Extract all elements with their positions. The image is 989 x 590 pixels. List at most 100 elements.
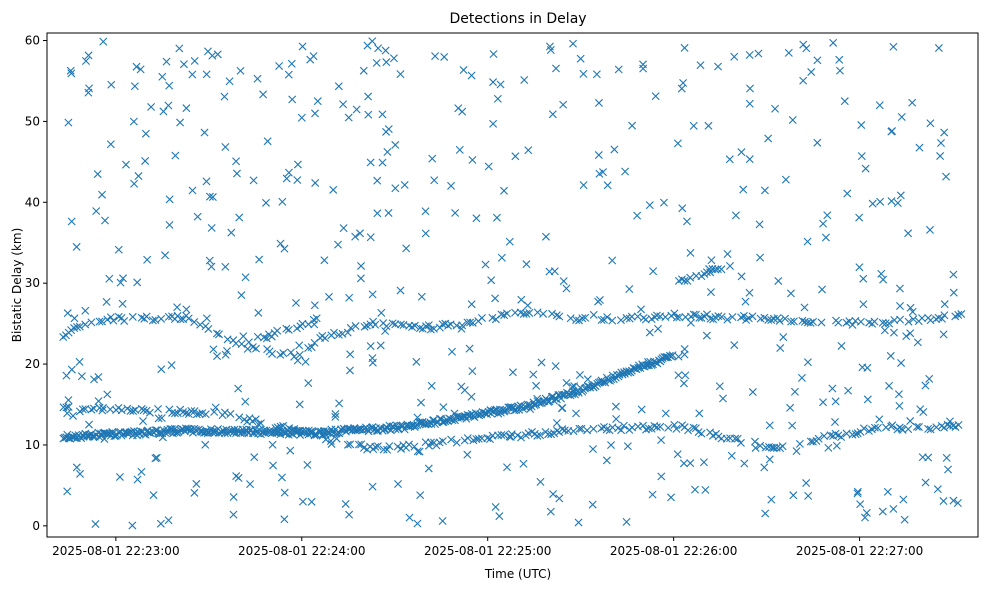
data-point <box>760 186 769 195</box>
data-point <box>171 151 180 160</box>
data-point <box>176 315 185 324</box>
data-point <box>376 341 385 350</box>
data-point <box>116 278 125 287</box>
data-point <box>908 98 917 107</box>
data-point <box>130 179 139 188</box>
data-point <box>404 440 413 449</box>
data-point <box>576 54 585 63</box>
data-point <box>594 98 603 107</box>
data-point <box>346 440 355 449</box>
data-point <box>402 244 411 253</box>
data-point <box>614 65 623 74</box>
data-point <box>829 38 838 47</box>
data-point <box>594 151 603 160</box>
data-point <box>119 274 127 283</box>
data-point <box>170 409 179 418</box>
data-point <box>76 469 85 478</box>
data-point <box>67 365 76 374</box>
data-point <box>779 333 788 342</box>
data-point <box>686 318 695 327</box>
data-point <box>894 390 903 399</box>
data-point <box>733 434 742 443</box>
data-point <box>115 472 124 481</box>
data-point <box>756 253 765 262</box>
data-point <box>926 425 935 434</box>
data-point <box>656 422 665 431</box>
data-point <box>343 328 352 337</box>
data-point <box>137 313 146 322</box>
data-point <box>372 58 381 67</box>
data-point <box>848 430 857 439</box>
data-point <box>343 440 352 449</box>
data-point <box>517 433 526 442</box>
data-point <box>99 37 108 46</box>
data-point <box>184 314 193 323</box>
data-point <box>897 358 906 367</box>
data-point <box>170 424 179 433</box>
data-point <box>182 104 191 113</box>
data-point <box>313 97 322 106</box>
data-point <box>921 478 930 487</box>
x-axis: 2025-08-01 22:23:00 2025-08-01 22:24:00 20… <box>52 537 923 558</box>
data-point <box>817 318 826 327</box>
data-point <box>312 314 321 323</box>
data-point <box>463 450 472 459</box>
data-point <box>209 345 218 354</box>
data-point <box>311 109 319 118</box>
data-point <box>837 433 846 441</box>
data-point <box>741 297 750 306</box>
data-point <box>944 465 953 474</box>
data-point <box>799 76 808 85</box>
data-point <box>114 403 123 412</box>
data-point <box>368 354 377 363</box>
x-tick-label: 2025-08-01 22:27:00 <box>796 544 923 558</box>
data-point <box>132 62 141 71</box>
data-point <box>740 459 749 468</box>
data-point <box>249 176 258 185</box>
data-point <box>106 313 115 322</box>
data-point <box>489 78 498 87</box>
x-tick-label: 2025-08-01 22:23:00 <box>52 544 179 558</box>
data-point <box>157 365 166 374</box>
data-point <box>828 384 837 393</box>
data-point <box>211 403 220 412</box>
data-point <box>495 405 504 414</box>
data-point <box>765 421 774 430</box>
data-point <box>644 357 652 366</box>
data-point <box>883 487 892 496</box>
data-point <box>467 392 476 401</box>
data-point <box>916 405 925 414</box>
data-point <box>474 434 483 443</box>
data-point <box>612 415 621 423</box>
data-point <box>448 347 456 356</box>
data-point <box>888 127 897 136</box>
data-point <box>522 309 531 318</box>
data-point <box>583 426 592 435</box>
data-point <box>192 479 201 488</box>
data-point <box>430 176 439 185</box>
data-point <box>788 115 797 124</box>
data-point <box>341 499 350 508</box>
data-point <box>761 509 770 518</box>
data-point <box>157 314 166 323</box>
data-point <box>452 438 461 447</box>
data-point <box>789 491 798 500</box>
data-point <box>346 323 355 332</box>
data-point <box>592 70 601 79</box>
data-point <box>877 269 886 278</box>
data-point <box>914 317 923 326</box>
data-point <box>940 128 949 137</box>
data-point <box>625 285 634 293</box>
data-point <box>310 431 319 440</box>
data-point <box>450 409 459 418</box>
data-point <box>293 160 302 169</box>
data-point <box>795 439 804 448</box>
data-point <box>438 320 447 329</box>
data-point <box>774 276 783 285</box>
data-point <box>205 192 214 201</box>
data-point <box>202 314 211 323</box>
data-point <box>207 223 216 232</box>
data-point <box>705 265 714 274</box>
data-point <box>187 406 196 415</box>
data-point <box>136 65 145 74</box>
